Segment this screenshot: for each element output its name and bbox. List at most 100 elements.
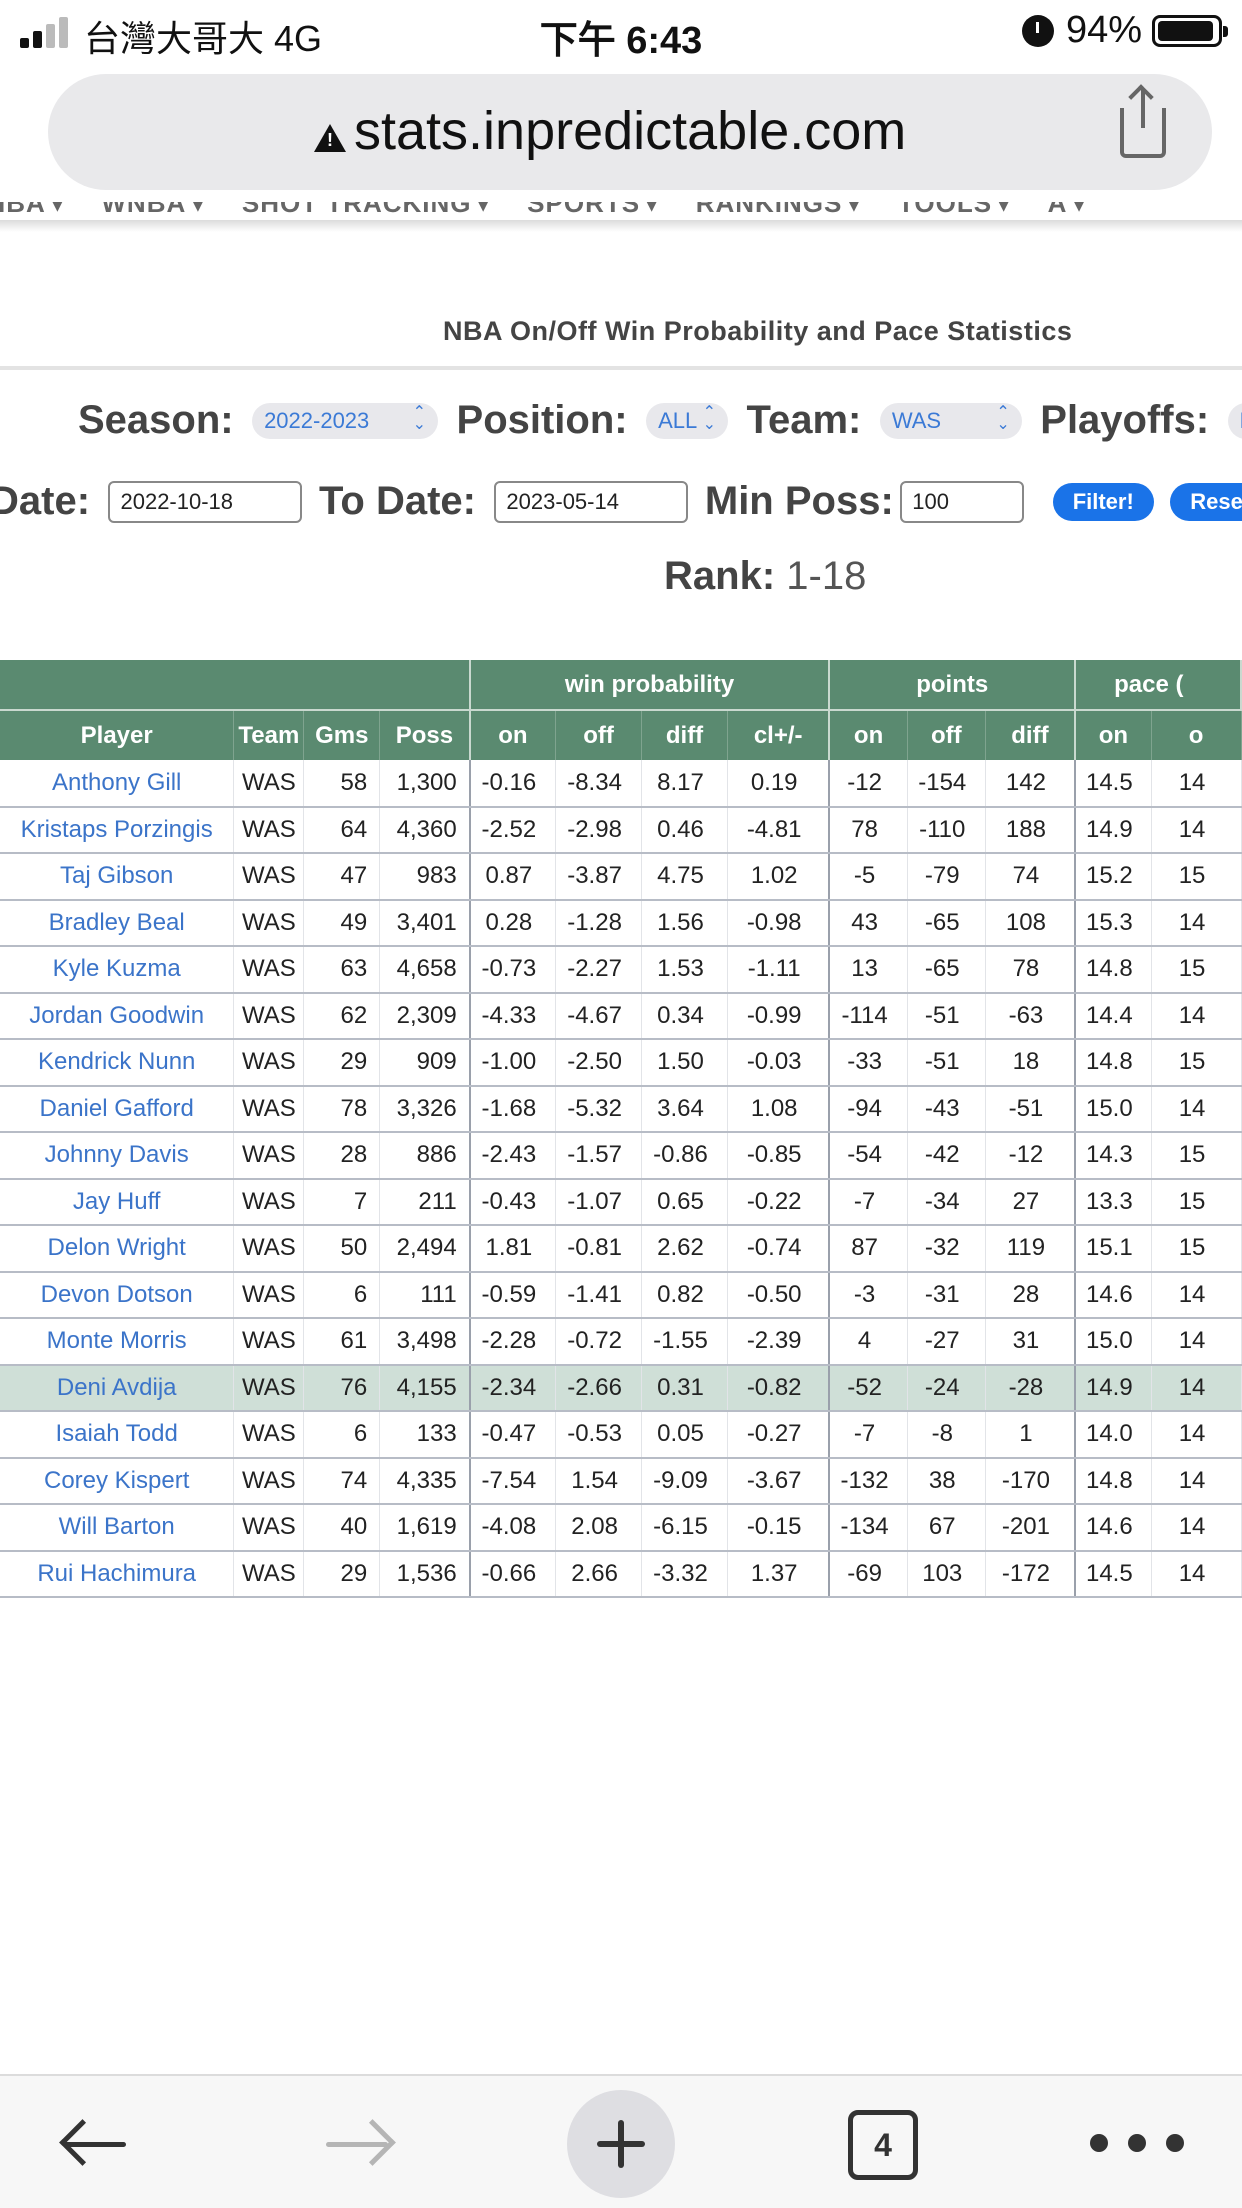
reset-button[interactable]: Reset [1170,482,1242,521]
table-cell: 1 [985,1411,1077,1459]
table-cell: -31 [907,1271,986,1319]
player-link[interactable]: Delon Wright [0,1225,235,1273]
table-cell: -1.57 [555,1132,643,1180]
table-cell: -0.66 [469,1550,557,1598]
filter-button[interactable]: Filter! [1052,482,1154,521]
table-cell: WAS [233,760,305,808]
player-link[interactable]: Kristaps Porzingis [0,806,235,854]
season-value: 2022-2023 [264,407,370,433]
table-cell: 67 [907,1504,986,1552]
table-cell: 7 [303,1178,381,1226]
nav-item[interactable]: WNBA [101,202,203,219]
table-cell: -79 [907,853,986,901]
table-cell: 1,619 [379,1504,471,1552]
column-header[interactable]: off [907,709,986,760]
player-link[interactable]: Jordan Goodwin [0,992,235,1040]
share-icon[interactable] [1120,90,1166,158]
more-dots-icon[interactable] [1090,2134,1200,2154]
table-cell: -0.72 [555,1318,643,1366]
table-cell: -0.85 [727,1132,831,1180]
table-cell: 87 [829,1225,908,1273]
column-header[interactable]: diff [985,709,1077,760]
table-cell: WAS [233,992,305,1040]
playoffs-select[interactable]: Ex [1227,402,1242,439]
table-cell: 14 [1151,1504,1242,1552]
position-select[interactable]: ALL ⌃ ⌄ [646,402,729,439]
table-cell: 61 [303,1318,381,1366]
nav-item[interactable]: SHOT TRACKING [242,202,489,219]
column-header[interactable]: Team [233,709,305,760]
table-row: Bradley Beal WAS 49 3,401 0.28 -1.28 1.56 -0.98… [0,899,1242,947]
table-cell: 15 [1151,1178,1242,1226]
divider [0,366,1242,370]
player-link[interactable]: Devon Dotson [0,1271,235,1319]
table-cell: 13 [829,946,908,994]
table-cell: -2.27 [555,946,643,994]
to-date-input[interactable] [494,480,689,523]
player-link[interactable]: Kendrick Nunn [0,1039,235,1087]
table-row: Isaiah Todd WAS 6 133 -0.47 -0.53 0.05 -0.27 -7-… [0,1411,1242,1459]
table-cell: -2.39 [727,1318,831,1366]
player-link[interactable]: Corey Kispert [0,1457,235,1505]
table-cell: 14 [1151,1318,1242,1366]
table-cell: -110 [907,806,986,854]
table-cell: -51 [985,1085,1077,1133]
column-header[interactable]: cl+/- [727,709,831,760]
nav-item[interactable]: A [1048,202,1085,219]
forward-arrow-icon[interactable] [322,2120,392,2168]
player-link[interactable]: Kyle Kuzma [0,946,235,994]
column-header[interactable]: on [1075,709,1152,760]
nav-item[interactable]: TOOLS [898,202,1010,219]
table-cell: WAS [233,1178,305,1226]
table-cell: -69 [829,1550,908,1598]
player-link[interactable]: Daniel Gafford [0,1085,235,1133]
player-link[interactable]: Johnny Davis [0,1132,235,1180]
url-text[interactable]: stats.inpredictable.com [354,101,907,161]
address-bar[interactable]: stats.inpredictable.com [48,74,1212,190]
from-date-input[interactable] [108,480,303,523]
table-cell: -0.50 [727,1271,831,1319]
nav-item[interactable]: SPORTS [527,202,658,219]
player-link[interactable]: Will Barton [0,1504,235,1552]
table-cell: 1.37 [727,1550,831,1598]
column-header[interactable]: Player [0,709,235,760]
player-link[interactable]: Deni Avdija [0,1364,235,1412]
table-cell: 1.81 [469,1225,557,1273]
table-cell: 15 [1151,1225,1242,1273]
back-arrow-icon[interactable] [60,2120,130,2168]
column-header[interactable]: on [469,709,557,760]
column-header[interactable]: on [829,709,908,760]
table-cell: -0.53 [555,1411,643,1459]
table-cell: 40 [303,1504,381,1552]
column-header[interactable]: off [555,709,643,760]
player-link[interactable]: Jay Huff [0,1178,235,1226]
table-cell: 14 [1151,1085,1242,1133]
table-cell: 28 [985,1271,1077,1319]
player-link[interactable]: Isaiah Todd [0,1411,235,1459]
column-header[interactable]: Gms [303,709,381,760]
player-link[interactable]: Rui Hachimura [0,1550,235,1598]
table-cell: -0.27 [727,1411,831,1459]
min-poss-input[interactable] [900,480,1025,523]
table-cell: -5.32 [555,1085,643,1133]
nav-item[interactable]: RANKINGS [696,202,860,219]
nav-item[interactable]: IBA [0,202,63,219]
player-link[interactable]: Anthony Gill [0,760,235,808]
player-link[interactable]: Bradley Beal [0,899,235,947]
team-select[interactable]: WAS ⌃ ⌄ [879,402,1022,439]
column-header[interactable]: Poss [379,709,471,760]
table-cell: 47 [303,853,381,901]
player-link[interactable]: Taj Gibson [0,853,235,901]
column-header[interactable]: o [1151,709,1242,760]
tab-count-button[interactable]: 4 [848,2110,918,2180]
web-page: IBA WNBA SHOT TRACKING SPORTS RANKINGS TOOLS A… [0,202,1242,2074]
column-header[interactable]: diff [641,709,728,760]
table-cell: WAS [233,1457,305,1505]
select-chevron-icon: ⌃ ⌄ [412,403,427,433]
player-link[interactable]: Monte Morris [0,1318,235,1366]
table-cell: -3.87 [555,853,643,901]
season-select[interactable]: 2022-2023 ⌃ ⌄ [252,402,439,439]
table-cell: WAS [233,1039,305,1087]
new-tab-plus-icon[interactable] [567,2090,675,2198]
table-row: Delon Wright WAS 50 2,494 1.81 -0.81 2.62 -0.74… [0,1225,1242,1273]
